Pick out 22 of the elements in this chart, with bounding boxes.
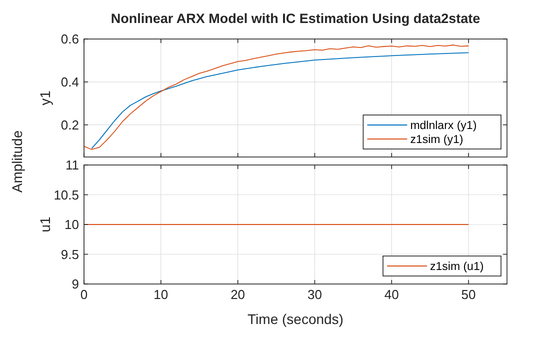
chart-title: Nonlinear ARX Model with IC Estimation Using data2state <box>110 11 481 26</box>
x-tick-label: 10 <box>154 287 168 302</box>
x-tick-label: 30 <box>307 287 322 302</box>
y-tick-label: 11 <box>66 158 79 172</box>
text: Amplitude <box>9 130 25 193</box>
y-tick-label: 9 <box>72 276 79 292</box>
x-tick-label: 40 <box>384 287 399 302</box>
y-tick-label: 0.4 <box>60 74 79 90</box>
y-axis-title: y1 <box>37 90 53 106</box>
x-tick-label: 20 <box>230 287 246 302</box>
x-axis-title: Time (seconds) <box>248 311 344 327</box>
y-tick-label: 0.6 <box>60 32 79 46</box>
y-tick-label: 10 <box>64 217 79 232</box>
x-tick-label: 0 <box>80 287 88 302</box>
legend-label: z1sim (y1) <box>410 134 464 146</box>
y-tick-label: 0.2 <box>60 117 79 132</box>
y-axis-title: u1 <box>37 216 53 232</box>
x-tick-label: 50 <box>461 287 476 302</box>
legend-label: mdlnlarx (y1) <box>410 120 477 132</box>
y-tick-label: 9.5 <box>60 246 79 262</box>
legend-label: z1sim (u1) <box>430 261 484 273</box>
y-tick-label: 10.5 <box>54 187 79 202</box>
